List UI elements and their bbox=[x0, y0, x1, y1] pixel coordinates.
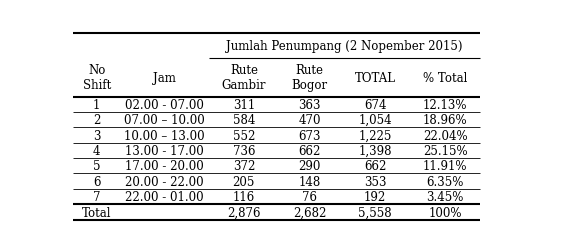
Text: 10.00 – 13.00: 10.00 – 13.00 bbox=[124, 129, 205, 142]
Text: 584: 584 bbox=[232, 114, 255, 127]
Text: 1,225: 1,225 bbox=[359, 129, 392, 142]
Text: 662: 662 bbox=[298, 144, 321, 157]
Text: 6: 6 bbox=[93, 175, 100, 188]
Text: 311: 311 bbox=[233, 98, 255, 112]
Text: TOTAL: TOTAL bbox=[354, 72, 395, 85]
Text: 674: 674 bbox=[364, 98, 387, 112]
Text: No
Shift: No Shift bbox=[83, 64, 111, 92]
Text: Jumlah Penumpang (2 Nopember 2015): Jumlah Penumpang (2 Nopember 2015) bbox=[227, 40, 463, 53]
Text: 100%: 100% bbox=[429, 206, 462, 219]
Text: 4: 4 bbox=[93, 144, 100, 157]
Text: 5: 5 bbox=[93, 160, 100, 172]
Text: 20.00 - 22.00: 20.00 - 22.00 bbox=[126, 175, 204, 188]
Text: 192: 192 bbox=[364, 190, 386, 203]
Text: 116: 116 bbox=[233, 190, 255, 203]
Text: 12.13%: 12.13% bbox=[423, 98, 468, 112]
Text: 470: 470 bbox=[298, 114, 321, 127]
Text: 736: 736 bbox=[232, 144, 255, 157]
Text: 11.91%: 11.91% bbox=[423, 160, 468, 172]
Text: 1: 1 bbox=[93, 98, 100, 112]
Text: 673: 673 bbox=[298, 129, 321, 142]
Text: 76: 76 bbox=[302, 190, 317, 203]
Text: 372: 372 bbox=[232, 160, 255, 172]
Text: 552: 552 bbox=[232, 129, 255, 142]
Text: 22.00 - 01.00: 22.00 - 01.00 bbox=[126, 190, 204, 203]
Text: 18.96%: 18.96% bbox=[423, 114, 468, 127]
Text: 662: 662 bbox=[364, 160, 386, 172]
Text: 3: 3 bbox=[93, 129, 100, 142]
Text: 1,054: 1,054 bbox=[359, 114, 392, 127]
Text: 07.00 – 10.00: 07.00 – 10.00 bbox=[124, 114, 205, 127]
Text: 02.00 - 07.00: 02.00 - 07.00 bbox=[125, 98, 204, 112]
Text: 363: 363 bbox=[298, 98, 321, 112]
Text: 290: 290 bbox=[298, 160, 321, 172]
Text: 148: 148 bbox=[298, 175, 321, 188]
Text: 7: 7 bbox=[93, 190, 100, 203]
Text: 22.04%: 22.04% bbox=[423, 129, 468, 142]
Text: 3.45%: 3.45% bbox=[426, 190, 464, 203]
Text: % Total: % Total bbox=[423, 72, 467, 85]
Text: 6.35%: 6.35% bbox=[426, 175, 464, 188]
Text: Total: Total bbox=[82, 206, 112, 219]
Text: Rute
Bogor: Rute Bogor bbox=[291, 64, 328, 92]
Text: Jam: Jam bbox=[153, 72, 176, 85]
Text: 17.00 - 20.00: 17.00 - 20.00 bbox=[126, 160, 204, 172]
Text: 2,876: 2,876 bbox=[227, 206, 260, 219]
Text: 353: 353 bbox=[364, 175, 387, 188]
Text: 2,682: 2,682 bbox=[293, 206, 326, 219]
Text: Rute
Gambir: Rute Gambir bbox=[221, 64, 266, 92]
Text: 205: 205 bbox=[232, 175, 255, 188]
Text: 2: 2 bbox=[93, 114, 100, 127]
Text: 13.00 - 17.00: 13.00 - 17.00 bbox=[126, 144, 204, 157]
Text: 25.15%: 25.15% bbox=[423, 144, 468, 157]
Text: 5,558: 5,558 bbox=[359, 206, 392, 219]
Text: 1,398: 1,398 bbox=[359, 144, 392, 157]
